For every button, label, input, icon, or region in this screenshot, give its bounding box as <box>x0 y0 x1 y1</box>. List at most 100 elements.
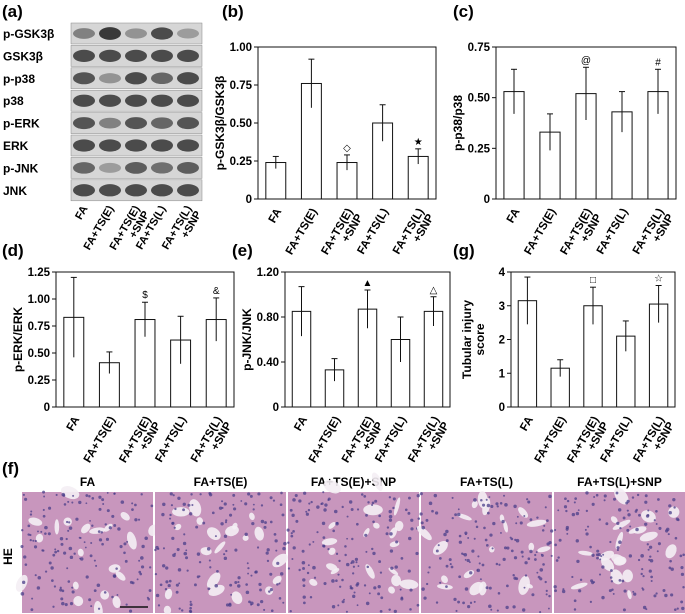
nucleus <box>427 571 430 574</box>
nucleus <box>410 518 414 522</box>
nucleus <box>619 526 622 530</box>
blot-band <box>125 184 147 197</box>
nucleus <box>457 600 461 604</box>
nucleus <box>641 587 644 590</box>
nucleus <box>305 510 308 513</box>
nucleus <box>256 603 260 607</box>
nucleus <box>642 575 645 578</box>
nucleus <box>97 530 101 534</box>
nucleus <box>232 503 235 506</box>
tubule-lumen <box>518 575 530 595</box>
nucleus <box>573 599 577 603</box>
nucleus <box>125 603 128 606</box>
tubule-lumen <box>321 538 338 546</box>
nucleus <box>344 545 347 548</box>
nucleus <box>339 585 342 588</box>
nucleus <box>673 608 677 611</box>
y-tick-label: 0 <box>499 402 505 414</box>
nucleus <box>366 565 370 569</box>
nucleus <box>108 526 112 530</box>
nucleus <box>50 566 54 570</box>
nucleus <box>162 502 166 507</box>
y-tick-label: 4 <box>499 267 506 279</box>
nucleus <box>647 509 650 512</box>
nucleus <box>610 580 614 583</box>
nucleus <box>232 493 236 497</box>
tubule-lumen <box>120 512 130 521</box>
nucleus <box>622 516 626 520</box>
nucleus <box>303 491 307 495</box>
nucleus <box>667 533 670 536</box>
nucleus <box>59 588 63 592</box>
nucleus <box>565 509 568 513</box>
blot-band <box>125 117 147 130</box>
nucleus <box>137 518 141 521</box>
nucleus <box>60 597 64 601</box>
nucleus <box>522 608 526 612</box>
nucleus <box>571 575 574 579</box>
blot-band <box>99 139 121 152</box>
nucleus <box>546 519 549 522</box>
nucleus <box>464 558 467 561</box>
nucleus <box>389 549 394 553</box>
nucleus <box>306 571 310 575</box>
nucleus <box>486 503 491 508</box>
nucleus <box>78 500 82 505</box>
blot-band <box>99 49 121 63</box>
nucleus <box>172 553 176 558</box>
nucleus <box>636 493 640 497</box>
nucleus <box>100 531 104 534</box>
tubule-lumen <box>103 523 113 532</box>
nucleus <box>27 524 31 528</box>
nucleus <box>67 529 70 532</box>
nucleus <box>365 513 368 517</box>
nucleus <box>307 508 311 512</box>
nucleus <box>644 522 648 526</box>
nucleus <box>578 589 582 593</box>
nucleus <box>250 601 254 606</box>
nucleus <box>282 546 286 551</box>
nucleus <box>573 501 576 504</box>
nucleus <box>655 510 658 513</box>
histology-title: FA+TS(E) <box>194 475 248 489</box>
nucleus <box>278 582 281 585</box>
blot-band <box>73 117 95 130</box>
nucleus <box>612 592 615 595</box>
nucleus <box>66 567 69 570</box>
nucleus <box>499 501 503 505</box>
tubule-lumen <box>93 600 103 614</box>
nucleus <box>289 508 293 512</box>
nucleus <box>268 590 271 593</box>
nucleus <box>140 565 145 569</box>
nucleus <box>237 584 241 588</box>
nucleus <box>356 604 359 607</box>
tubule-lumen <box>328 547 336 555</box>
nucleus <box>355 522 359 526</box>
nucleus <box>180 609 184 612</box>
nucleus <box>73 552 76 555</box>
nucleus <box>136 578 139 581</box>
y-tick-label: 0.80 <box>257 312 279 324</box>
nucleus <box>535 551 538 554</box>
tubule-lumen <box>627 590 632 600</box>
nucleus <box>558 538 562 542</box>
nucleus <box>388 509 392 514</box>
nucleus <box>539 611 542 614</box>
blot-row-label: JNK <box>3 184 27 198</box>
nucleus <box>471 549 475 553</box>
nucleus <box>264 521 267 524</box>
nucleus <box>322 536 326 540</box>
nucleus <box>251 521 255 526</box>
he-label: HE <box>1 548 15 565</box>
nucleus <box>187 503 191 507</box>
nucleus <box>516 515 519 518</box>
nucleus <box>451 516 454 520</box>
nucleus <box>512 574 515 577</box>
panel-label-a: (a) <box>2 2 23 21</box>
nucleus <box>269 572 273 576</box>
nucleus <box>345 610 348 613</box>
nucleus <box>303 601 306 605</box>
nucleus <box>71 586 74 589</box>
